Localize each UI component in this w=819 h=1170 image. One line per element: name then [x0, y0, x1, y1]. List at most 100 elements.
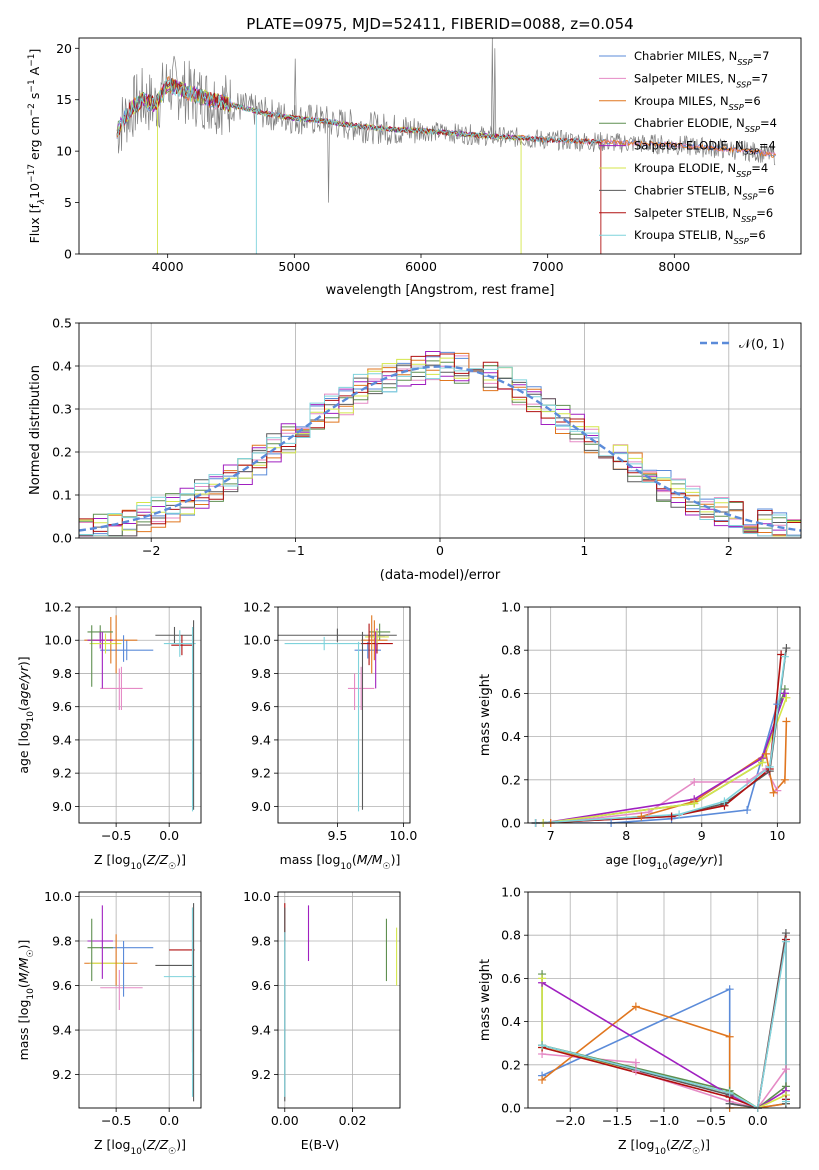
x-tick-label: 0.02 [339, 1113, 367, 1128]
emission-line [493, 48, 497, 137]
x-axis-label: Z [log10(Z/Z☉)] [94, 1137, 186, 1157]
chart-title: PLATE=0975, MJD=52411, FIBERID=0088, z=0… [246, 15, 633, 33]
panel-spectrum: 4000 5000 6000 7000 8000 0 5 10 15 20 PLATE=0975, … [27, 15, 802, 298]
y-tick-label: 10.2 [243, 600, 271, 615]
x-axis-label-part: )] [700, 1137, 710, 1152]
y-tick-label: 0.0 [501, 816, 521, 831]
x-tick-label: 6000 [405, 259, 437, 274]
x-axis-label-part: age/yr [673, 852, 714, 867]
x-tick-label: −0.5 [696, 1113, 726, 1128]
y-axis-label-part: ☉ [26, 949, 36, 957]
legend-entry-part: =6 [744, 94, 761, 108]
y-tick-label: 10.0 [44, 633, 72, 648]
panel-age_vs_mass: 9.5 10.0 9.0 9.2 9.4 9.6 9.8 10.0 10.2 mass [log1… [243, 600, 417, 873]
x-tick-label: −0.5 [101, 828, 131, 843]
series-marker-salpeter_miles [773, 786, 782, 795]
x-axis-label: Z [log10(Z/Z☉)] [618, 1137, 710, 1157]
legend-entry: Salpeter STELIB, NSSP=6 [634, 206, 773, 224]
legend-entry: Kroupa STELIB, NSSP=6 [634, 228, 766, 246]
y-axis-label: mass weight [478, 959, 493, 1041]
legend-entry-part: Kroupa ELODIE, N [634, 161, 736, 175]
x-axis-label-part: ☉ [168, 862, 176, 872]
axes-frame [277, 891, 401, 1109]
x-axis-label-part: Z [log [618, 1137, 654, 1152]
y-tick-label: 10.0 [243, 889, 271, 904]
series-marker-salpeter_miles [644, 808, 653, 817]
y-tick-label: 9.0 [52, 799, 72, 814]
plot-area [79, 892, 201, 1108]
x-tick-label: 5000 [278, 259, 310, 274]
x-axis-label-part: age [log [605, 852, 656, 867]
x-axis-label-part: 10 [130, 862, 142, 872]
x-axis-label-part: )] [176, 852, 186, 867]
y-axis-label-part: M/M [16, 957, 31, 983]
y-axis-label-part: −17 [27, 164, 37, 183]
x-axis-label-part: M/M [357, 852, 383, 867]
x-axis-label-part: )] [713, 852, 723, 867]
plot-area [79, 607, 201, 823]
y-axis-label-part: age [log [16, 722, 31, 773]
y-tick-label: 9.8 [52, 666, 72, 681]
y-tick-label: 0.2 [501, 1057, 521, 1072]
x-axis-label: Z [log10(Z/Z☉)] [94, 852, 186, 872]
x-axis-label-part: ( [142, 1137, 147, 1152]
y-axis-label: Normed distribution [28, 365, 43, 495]
series-line-kroupa_miles [541, 1005, 787, 1108]
legend-entry: Kroupa ELODIE, NSSP=4 [634, 161, 768, 179]
x-tick-label: 8 [622, 828, 630, 843]
x-axis-label-part: Z [log [94, 1137, 130, 1152]
plot-area [278, 607, 410, 823]
series-marker-kroupa_stelib [720, 797, 729, 806]
legend-entry-part: =7 [752, 49, 769, 63]
y-tick-label: 0.2 [501, 772, 521, 787]
x-axis-label-part: ☉ [383, 862, 391, 872]
x-axis-label: wavelength [Angstrom, rest frame] [326, 283, 555, 298]
x-tick-label: −2 [142, 543, 160, 558]
series-line-chabrier_stelib [535, 647, 788, 823]
legend-entry: Kroupa MILES, NSSP=6 [634, 94, 761, 112]
y-tick-label: 20 [56, 41, 72, 56]
emission-line [293, 58, 297, 119]
x-axis-label-part: )] [176, 1137, 186, 1152]
legend-entry-part: SSP [729, 102, 744, 112]
x-tick-label: 4000 [152, 259, 184, 274]
legend-entry-part: =6 [756, 206, 773, 220]
series-line-salpeter_miles [542, 1053, 787, 1108]
series-marker-salpeter_stelib [667, 812, 676, 821]
x-axis-label-part: Z/Z [146, 1137, 169, 1152]
y-tick-label: 9.8 [52, 933, 72, 948]
series-marker-salpeter_stelib [777, 650, 786, 659]
x-tick-label: 9 [698, 828, 706, 843]
x-tick-label: 0.0 [159, 828, 179, 843]
y-axis-label-part: 10 [27, 183, 42, 199]
y-axis-label-part: 10 [26, 711, 36, 723]
series-marker-salpeter_miles [781, 1065, 790, 1074]
legend-entry-part: Salpeter STELIB, N [634, 206, 741, 220]
series-marker-kroupa_stelib [675, 810, 684, 819]
legend-entry-part: SSP [736, 169, 751, 179]
series-marker-kroupa_miles [637, 812, 646, 821]
legend-entry-part: Salpeter ELODIE, N [634, 139, 744, 153]
y-tick-label: 9.6 [251, 699, 271, 714]
series-line-kroupa_stelib [541, 941, 787, 1108]
y-tick-label: 15 [56, 92, 72, 107]
axes-frame [78, 606, 202, 824]
axes-frame [277, 606, 411, 824]
y-tick-label: 10.0 [44, 889, 72, 904]
series-marker-kroupa_miles [538, 1075, 547, 1084]
series-marker-kroupa_miles [631, 1002, 640, 1011]
axes-frame [527, 891, 801, 1109]
x-axis-label-part: 10 [657, 862, 669, 872]
x-tick-label: 0.0 [748, 1113, 768, 1128]
plot-area [528, 607, 800, 823]
y-tick-label: 0.0 [52, 531, 72, 546]
y-axis-label-part: −2 [27, 103, 37, 116]
y-axis-label-part: erg cm [27, 116, 42, 164]
x-tick-label: 9.5 [327, 828, 347, 843]
emission-line [490, 38, 494, 137]
y-tick-label: 0.8 [501, 928, 521, 943]
y-tick-label: 9.4 [52, 1023, 72, 1038]
y-tick-label: 0.1 [52, 488, 72, 503]
normal-curve [79, 365, 801, 532]
